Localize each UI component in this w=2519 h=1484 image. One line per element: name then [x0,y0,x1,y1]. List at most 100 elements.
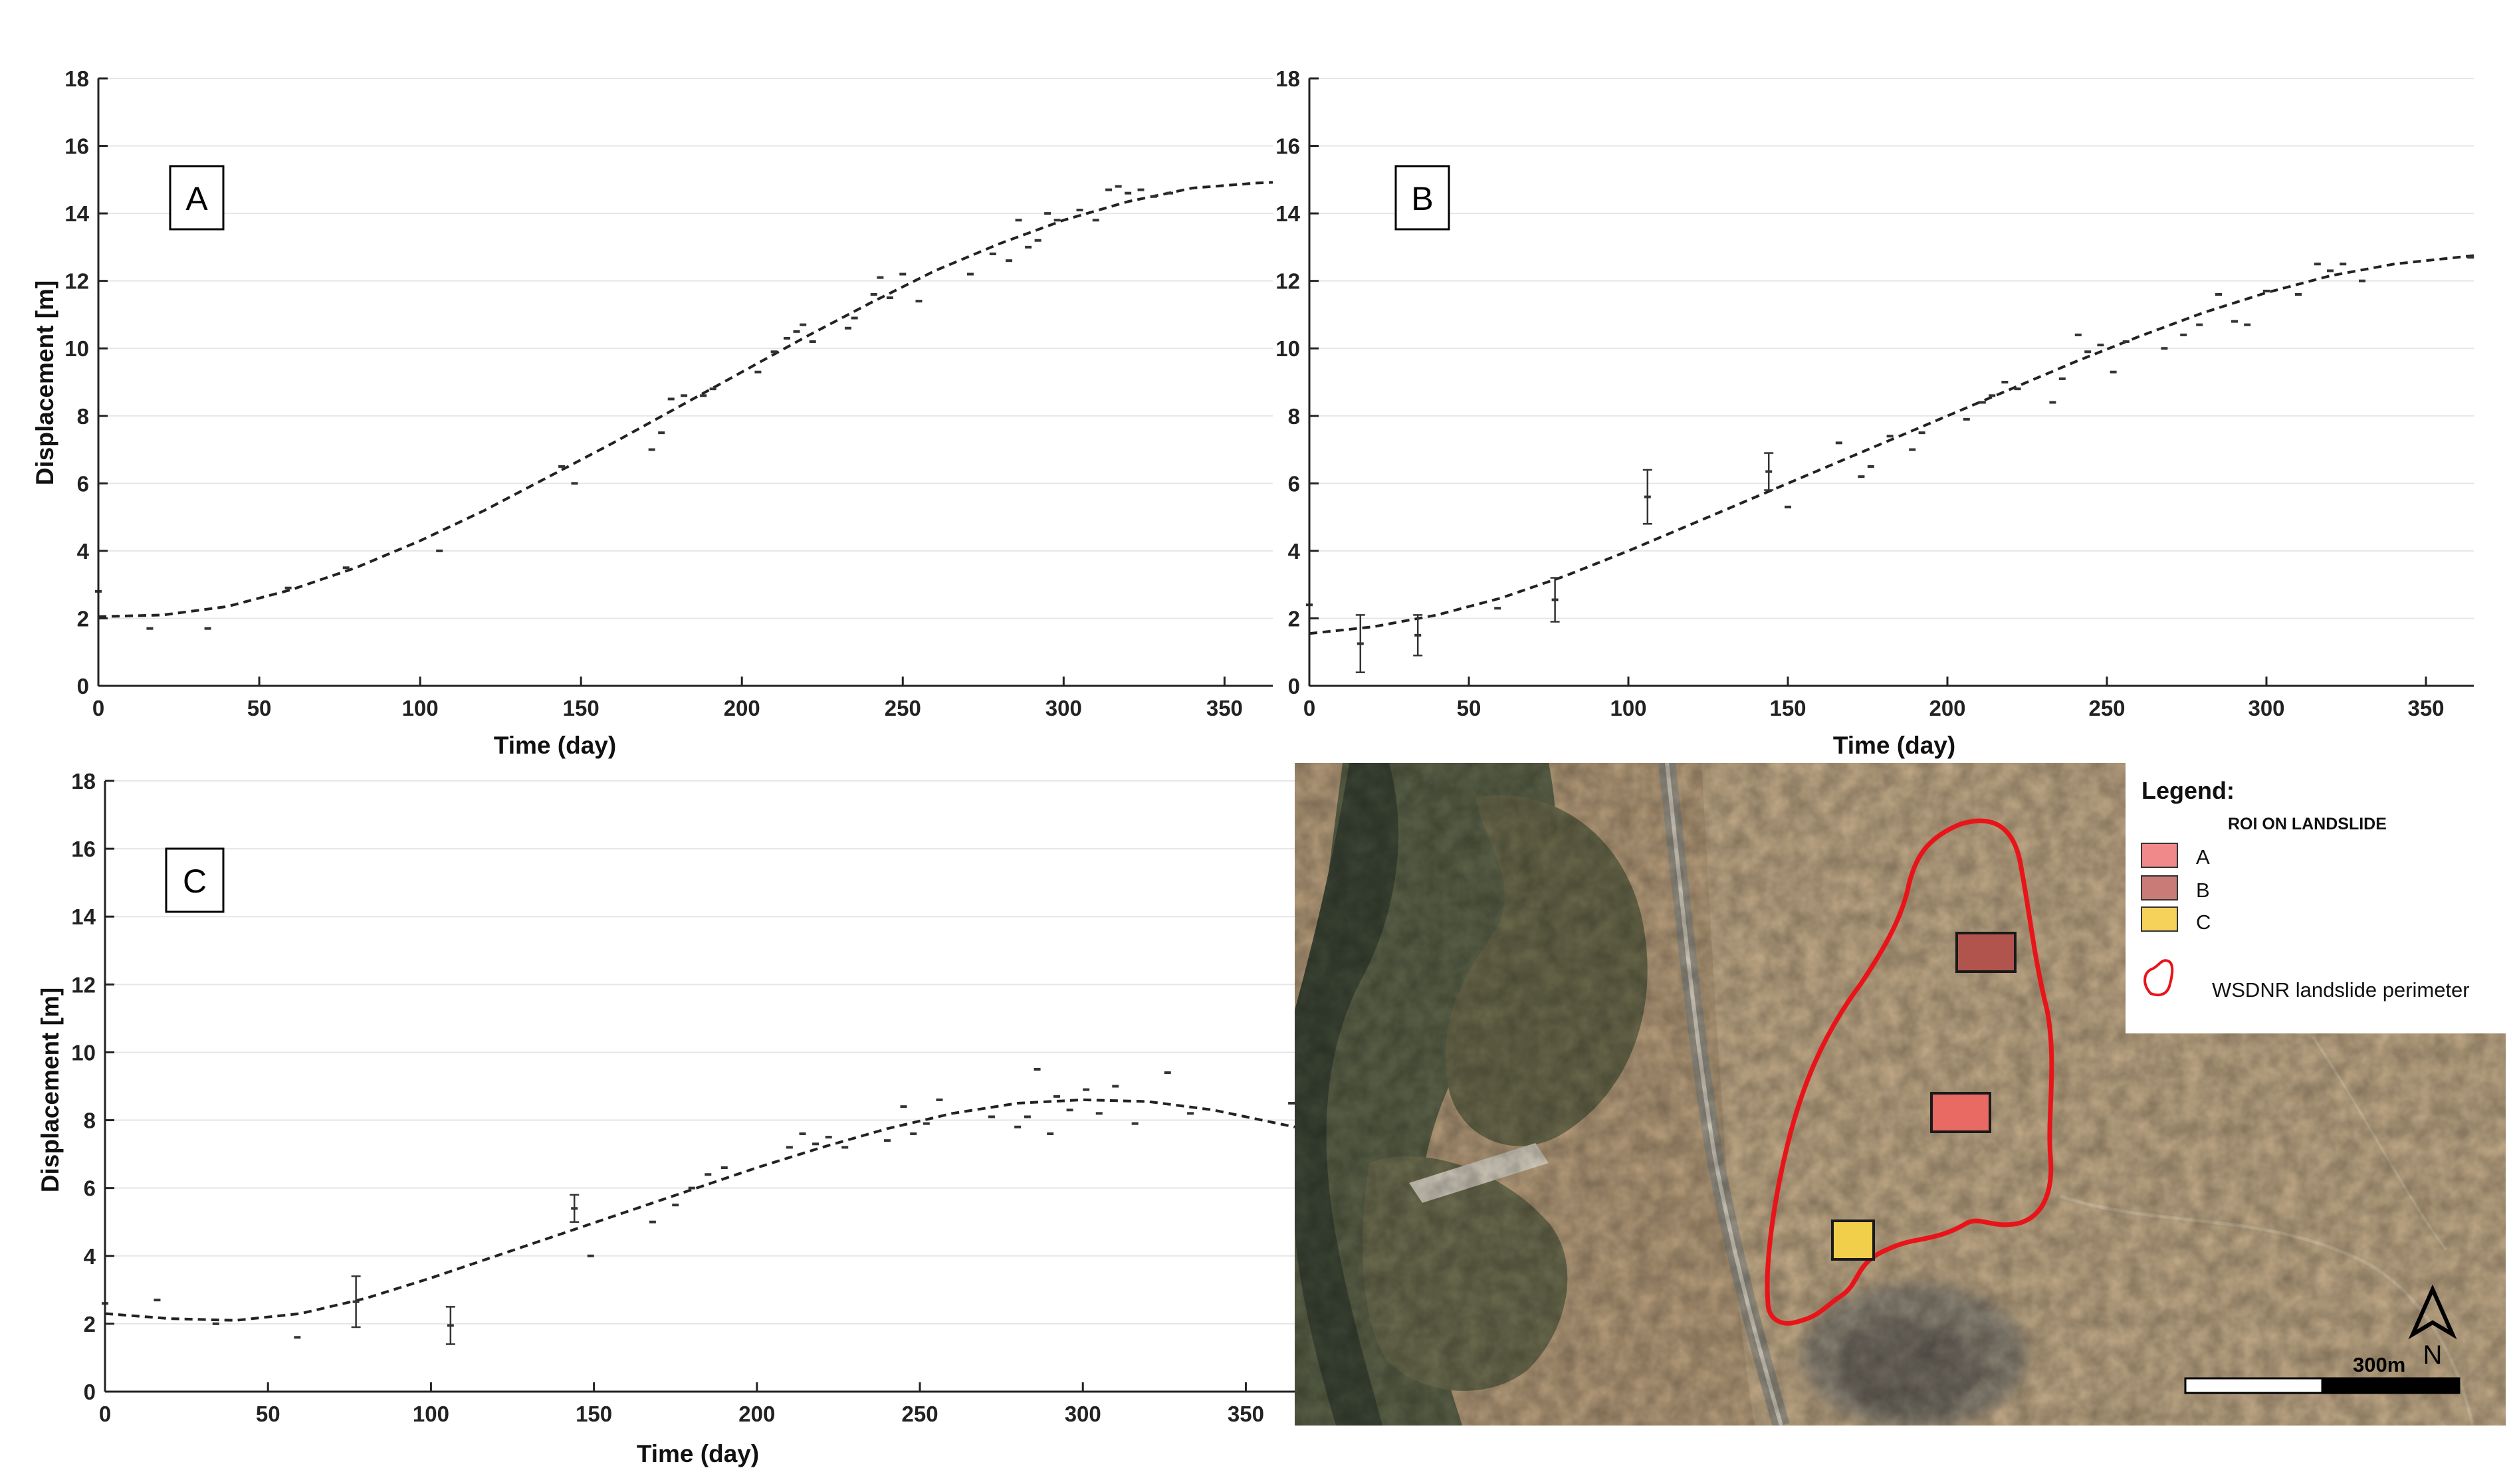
chart-b-y-tick-label-7: 14 [1275,201,1300,226]
chart-a-x-tick-label-1: 50 [247,696,272,720]
roi-box-a [1930,1092,1991,1133]
chart-c-y-label: Displacement [m] [37,988,64,1192]
chart-a-axes [97,78,1273,687]
chart-b-error-bars [1355,452,1774,673]
chart-c-y-ticks: 0 2 4 6 8 10 12 14 16 18 [71,769,114,1404]
chart-b-grid [1309,78,2474,619]
chart-b-error-bar-0 [1355,614,1365,673]
legend-label-a: A [2196,845,2210,869]
legend-swatch-c [2141,906,2178,932]
chart-c-y-tick-label-2: 4 [84,1244,96,1269]
panel-b-letter: B [1411,180,1433,217]
legend-swatch-b [2141,875,2178,901]
chart-a-y-tick-label-7: 14 [64,201,89,226]
chart-panel-a: 0 50 100 150 200 250 300 350 0 2 4 6 8 10 12 14 16 18 Ti… [31,66,1273,759]
chart-b-y-tick-label-5: 10 [1275,336,1300,361]
chart-a-grid [98,78,1273,619]
chart-b-x-tick-label-3: 150 [1769,696,1806,720]
chart-c-x-tick-label-5: 250 [901,1402,938,1426]
scale-bar-white [2184,1377,2324,1394]
chart-c-y-tick-label-9: 18 [71,769,96,794]
legend-swatch-a [2141,843,2178,868]
legend-subtitle: ROI ON LANDSLIDE [2228,815,2387,833]
chart-b-x-tick-label-7: 350 [2407,696,2444,720]
panel-a-letter-box [169,165,225,231]
chart-a-x-tick-label-7: 350 [1206,696,1243,720]
chart-a-y-tick-label-9: 18 [64,66,89,91]
chart-c-x-tick-label-1: 50 [256,1402,280,1426]
chart-a-y-tick-label-8: 16 [64,134,89,159]
chart-c-y-tick-label-7: 14 [71,904,96,929]
chart-b-fit-line [1309,254,2474,635]
chart-a-x-label: Time (day) [494,732,616,759]
chart-a-x-tick-label-3: 150 [563,696,600,720]
chart-a-y-tick-label-4: 8 [77,404,89,429]
chart-b-axes [1308,78,2474,687]
chart-b-y-tick-label-4: 8 [1288,404,1300,429]
chart-a-y-tick-label-6: 12 [64,269,89,294]
panel-b-letter-box [1394,165,1450,231]
chart-a-y-tick-label-2: 4 [77,539,90,564]
chart-c-y-tick-label-8: 16 [71,837,96,861]
satellite-map: Legend: ROI ON LANDSLIDE A B C WSDNR lan… [1295,763,2506,1426]
chart-b-points [1306,256,2474,610]
chart-b-y-tick-label-6: 12 [1275,269,1300,294]
chart-b-x-label: Time (day) [1833,732,1955,759]
scale-bar: 300m [2184,1353,2461,1394]
chart-c-y-tick-label-4: 8 [84,1109,96,1133]
legend-perimeter-label: WSDNR landslide perimeter [2212,978,2470,1002]
chart-b-error-bar-3 [1642,469,1652,525]
chart-c-y-tick-label-6: 12 [71,972,96,997]
chart-a-y-tick-label-0: 0 [77,674,89,698]
chart-a-x-tick-label-2: 100 [402,696,439,720]
chart-b-error-bar-2 [1550,577,1560,623]
legend-label-b: B [2196,879,2210,902]
chart-a-x-tick-label-5: 250 [885,696,921,720]
chart-c-x-label: Time (day) [637,1440,759,1467]
chart-b-fit-curve [1309,254,2474,635]
chart-b-x-ticks: 0 50 100 150 200 250 300 350 [1303,677,2445,720]
chart-b-y-tick-label-3: 6 [1288,471,1300,496]
panel-c-letter: C [183,863,207,900]
chart-c-axes [104,781,1295,1393]
panel-a-letter: A [185,180,208,217]
chart-c-x-tick-label-3: 150 [576,1402,612,1426]
chart-a-y-tick-label-5: 10 [64,336,89,361]
north-arrow-icon: N [2408,1284,2457,1370]
chart-b-y-tick-label-1: 2 [1288,606,1300,631]
chart-a-x-tick-label-0: 0 [92,696,104,720]
landslide-perimeter [1765,818,2054,1326]
legend-label-c: C [2196,910,2211,934]
chart-a-x-tick-label-4: 200 [724,696,760,720]
chart-b-y-tick-label-2: 4 [1288,539,1301,564]
chart-b-error-bar-4 [1764,452,1774,491]
chart-c-y-tick-label-1: 2 [84,1312,96,1336]
chart-b-x-tick-label-1: 50 [1457,696,1481,720]
chart-b-x-tick-label-2: 100 [1610,696,1646,720]
chart-c-fit-line [104,1098,1295,1322]
scale-label: 300m [2353,1353,2405,1376]
chart-c-y-tick-label-3: 6 [84,1176,96,1201]
chart-a-fit-curve [98,181,1273,618]
chart-panel-b: 0 50 100 150 200 250 300 350 0 2 4 6 8 10 12 14 16 18 Ti… [1275,66,2474,759]
chart-a-y-ticks: 0 2 4 6 8 10 12 14 16 18 [64,66,108,698]
chart-c-x-tick-label-6: 300 [1065,1402,1101,1426]
scale-bar-black [2321,1377,2461,1394]
chart-b-x-tick-label-4: 200 [1929,696,1965,720]
chart-a-y-tick-label-3: 6 [77,471,89,496]
chart-c-points [102,1067,1295,1339]
legend-perimeter-icon [2143,959,2174,997]
legend-box [2126,763,2506,1033]
chart-c-x-tick-label-4: 200 [738,1402,775,1426]
chart-b-y-ticks: 0 2 4 6 8 10 12 14 16 18 [1275,66,1319,698]
legend-title: Legend: [2141,777,2235,804]
chart-c-error-bar-0 [351,1275,361,1328]
chart-c-x-tick-label-7: 350 [1228,1402,1264,1426]
chart-c-error-bars [351,1194,580,1345]
chart-a-x-ticks: 0 50 100 150 200 250 300 350 [92,677,1243,720]
map-legend: Legend: ROI ON LANDSLIDE A B C WSDNR lan… [2126,763,2506,1033]
chart-b-x-tick-label-0: 0 [1303,696,1315,720]
chart-c-x-tick-label-0: 0 [99,1402,111,1426]
chart-c-fit-curve [104,1098,1295,1322]
